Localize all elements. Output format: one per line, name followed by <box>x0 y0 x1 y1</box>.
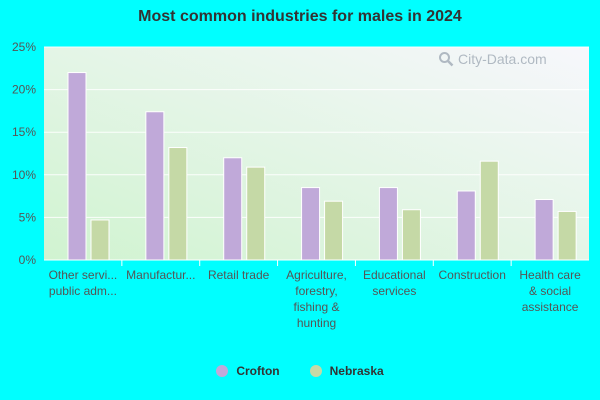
bar-crofton[interactable] <box>378 187 398 261</box>
x-tick-label: Health care & social assistance <box>519 268 581 314</box>
bar-nebraska[interactable] <box>557 210 577 261</box>
bar-crofton[interactable] <box>145 111 165 261</box>
y-axis: 0% 5% 10% 15% 20% 25% <box>12 40 36 267</box>
y-tick-label: 25% <box>12 40 36 54</box>
legend-item-nebraska[interactable]: Nebraska <box>309 364 384 378</box>
bars <box>67 72 577 261</box>
legend-swatch-nebraska <box>309 365 322 377</box>
x-tick-label: Manufactur... <box>126 268 195 282</box>
bar-crofton[interactable] <box>223 157 243 261</box>
legend-item-crofton[interactable]: Crofton <box>216 364 280 378</box>
legend-label-nebraska: Nebraska <box>329 364 384 378</box>
magnifier-icon <box>439 52 454 67</box>
chart-title: Most common industries for males in 2024 <box>138 8 462 25</box>
x-tick-label: Construction <box>439 268 506 282</box>
bar-nebraska[interactable] <box>168 147 188 261</box>
legend: Crofton Nebraska <box>0 364 600 378</box>
bar-nebraska[interactable] <box>246 166 266 261</box>
y-tick-label: 20% <box>12 83 36 97</box>
bar-nebraska[interactable] <box>401 209 421 261</box>
x-axis: Other servi... public adm... Manufactur...… <box>49 260 581 330</box>
y-tick-label: 15% <box>12 125 36 139</box>
bar-crofton[interactable] <box>534 199 554 261</box>
bar-crofton[interactable] <box>301 187 321 261</box>
x-tick-label: Retail trade <box>208 268 270 282</box>
watermark: City-Data.com <box>438 51 547 67</box>
bar-nebraska[interactable] <box>324 200 344 261</box>
y-tick-label: 10% <box>12 168 36 182</box>
y-tick-label: 0% <box>19 253 37 267</box>
x-tick-label: Other servi... public adm... <box>49 268 118 298</box>
bar-nebraska[interactable] <box>479 160 499 261</box>
watermark-text: City-Data.com <box>458 51 547 67</box>
legend-swatch-crofton <box>216 365 229 377</box>
y-tick-label: 5% <box>19 210 37 224</box>
bar-crofton[interactable] <box>67 72 87 261</box>
bar-nebraska[interactable] <box>90 219 110 261</box>
x-tick-label: Agriculture, forestry, fishing & hunting <box>286 268 347 330</box>
legend-label-crofton: Crofton <box>236 364 280 378</box>
x-tick-label: Educational services <box>363 268 426 298</box>
bar-crofton[interactable] <box>456 190 476 261</box>
